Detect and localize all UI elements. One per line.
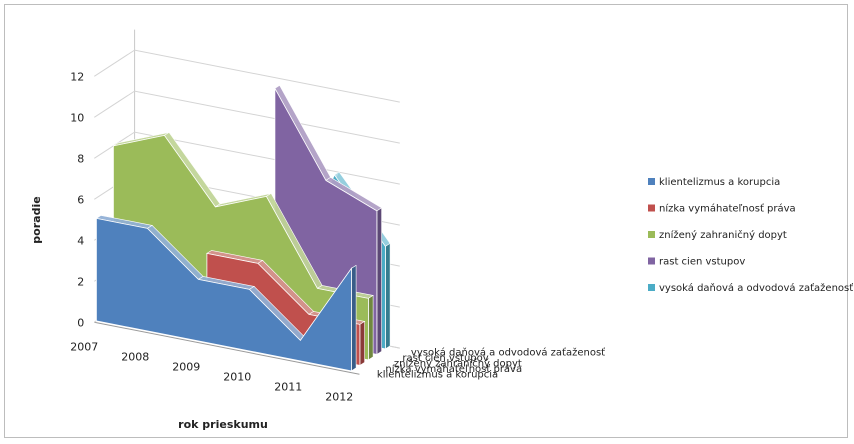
x-axis-ticks: 2007 2008 2009 2010 2011 2012 (70, 340, 353, 403)
x-axis-title: rok prieskumu (178, 418, 268, 431)
series-top-highlight (325, 177, 382, 211)
legend-swatch (648, 284, 655, 291)
series-depth-label: rast cien vstupov (402, 353, 488, 364)
y-tick-label: 2 (77, 275, 84, 288)
series-depth-label: vysoká daňová a odvodová zaťaženosť (411, 346, 605, 358)
legend-label: vysoká daňová a odvodová zaťaženosť (659, 282, 853, 294)
series-front-face (96, 217, 352, 372)
legend: klientelizmus a korupcia nízka vymáhateľn… (648, 177, 853, 294)
series-1 (95, 215, 357, 372)
legend-swatch (648, 231, 655, 238)
legend-label: klientelizmus a korupcia (659, 177, 780, 188)
series-depth-labels: vysoká daňová a odvodová zaťaženosťrast … (377, 346, 605, 380)
legend-label: rast cien vstupov (659, 257, 745, 268)
series-depth-label: nízka vymáhateľnosť práva (385, 363, 522, 375)
legend-swatch (648, 178, 655, 185)
series-top-highlight (215, 193, 272, 207)
series-end-cap (368, 294, 374, 361)
gridline (94, 49, 400, 103)
legend-swatch (648, 204, 655, 212)
series-depth-label: klientelizmus a korupcia (377, 369, 498, 380)
x-tick-label: 2010 (223, 370, 251, 383)
y-tick-label: 12 (70, 70, 84, 83)
y-tick-label: 8 (77, 152, 84, 165)
gridline (94, 90, 400, 144)
legend-swatch (648, 257, 655, 265)
x-tick-label: 2012 (325, 390, 353, 403)
series-top-highlight (274, 85, 331, 181)
x-tick-label: 2011 (274, 380, 302, 393)
series-top-highlight (257, 260, 314, 315)
legend-label: nízka vymáhateľnosť práva (659, 203, 796, 215)
series-top-highlight (249, 286, 306, 341)
series-top-highlight (96, 215, 153, 229)
series-top-highlight (147, 225, 204, 280)
series-end-cap (359, 320, 365, 366)
series-end-cap (385, 242, 391, 350)
y-axis-ticks: 0 2 4 6 8 10 12 (70, 70, 84, 329)
x-axis-line (94, 321, 360, 375)
y-axis-title: poradie (30, 196, 43, 243)
series-depth-label: znížený zahraničný dopyt (394, 357, 522, 369)
y-tick-label: 6 (77, 193, 84, 206)
series-layer (95, 84, 391, 372)
y-tick-label: 0 (77, 316, 84, 329)
series-top-highlight (206, 250, 263, 264)
series-top-highlight (266, 193, 323, 289)
series-top-highlight (198, 276, 255, 290)
x-tick-label: 2009 (172, 360, 200, 373)
series-top-highlight (164, 132, 221, 207)
x-tick-label: 2007 (70, 340, 98, 353)
legend-label: znížený zahraničný dopyt (659, 229, 787, 241)
y-tick-label: 10 (70, 111, 84, 124)
series-end-cap (351, 264, 357, 372)
x-tick-label: 2008 (121, 350, 149, 363)
series-end-cap (376, 207, 382, 355)
series-top-highlight (113, 132, 170, 146)
y-tick-label: 4 (77, 234, 84, 247)
